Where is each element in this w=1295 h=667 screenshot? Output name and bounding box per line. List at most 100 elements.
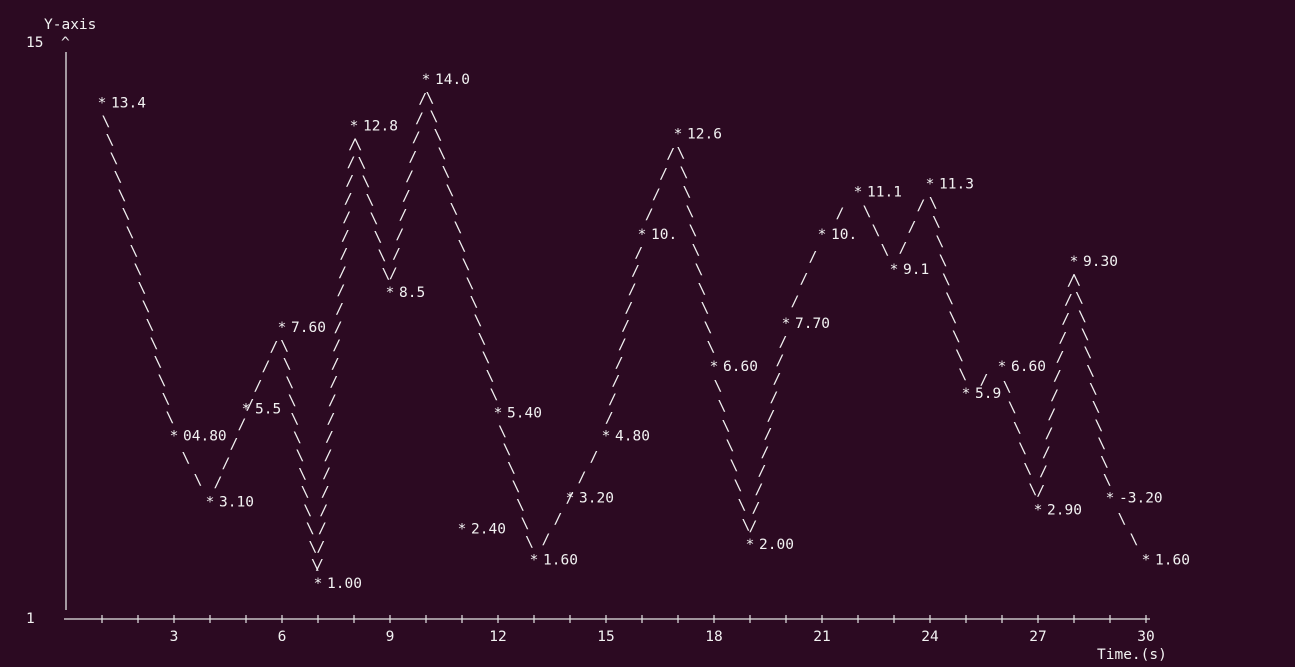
line-segment-char: / bbox=[836, 206, 845, 222]
y-axis-label: Y-axis bbox=[44, 17, 96, 33]
line-segment-char: / bbox=[1059, 331, 1068, 347]
line-segment-char: / bbox=[344, 192, 353, 208]
line-segment-char: \ bbox=[701, 301, 710, 317]
line-segment-char: / bbox=[764, 427, 773, 443]
line-segment-char: \ bbox=[434, 128, 443, 144]
line-segment-char: / bbox=[395, 227, 404, 243]
line-segment-char: \ bbox=[1075, 291, 1084, 307]
line-segment-char: / bbox=[328, 393, 337, 409]
line-segment-char: \ bbox=[516, 497, 525, 513]
line-segment-char: \ bbox=[695, 262, 704, 278]
line-segment-char: \ bbox=[698, 281, 707, 297]
line-segment-char: \ bbox=[102, 114, 111, 130]
line-segment-char: / bbox=[631, 264, 640, 280]
data-point: * bbox=[710, 359, 719, 375]
data-point: * bbox=[386, 285, 395, 301]
line-segment-char: \ bbox=[158, 373, 167, 389]
line-segment-char: / bbox=[1045, 426, 1054, 442]
line-segment-char: \ bbox=[742, 517, 751, 533]
line-segment-char: / bbox=[605, 410, 614, 426]
line-segment-char: \ bbox=[738, 498, 747, 514]
data-point: * bbox=[746, 537, 755, 553]
line-segment-char: \ bbox=[507, 461, 516, 477]
x-axis-ticks: 3 6 9 12 15 18 21 24 27 30 bbox=[101, 615, 1155, 645]
line-segment-char: \ bbox=[1003, 379, 1012, 395]
data-label: 11.3 bbox=[939, 177, 974, 193]
line-segment-char: / bbox=[222, 456, 231, 472]
line-segment-char: / bbox=[347, 155, 356, 171]
x-tick-label: 18 bbox=[705, 629, 722, 645]
line-segment-char: / bbox=[621, 319, 630, 335]
data-point: * bbox=[530, 553, 539, 569]
line-segment-char: \ bbox=[1086, 363, 1095, 379]
line-segment-char: / bbox=[324, 448, 333, 464]
line-segment-char: / bbox=[402, 188, 411, 204]
line-segment-char: \ bbox=[358, 156, 367, 172]
line-segment-char: \ bbox=[458, 239, 467, 255]
line-segment-char: \ bbox=[945, 291, 954, 307]
line-segment-char: \ bbox=[126, 225, 135, 241]
line-segment-char: \ bbox=[311, 558, 320, 574]
data-point: * bbox=[926, 177, 935, 193]
data-point: * bbox=[818, 227, 827, 243]
line-segment-char: \ bbox=[303, 503, 312, 519]
line-segment-char: \ bbox=[1013, 420, 1022, 436]
x-tick-label: 9 bbox=[386, 629, 395, 645]
line-segment-char: \ bbox=[166, 410, 175, 426]
data-point: * bbox=[422, 72, 431, 88]
line-segment-char: / bbox=[1039, 464, 1048, 480]
line-segment-char: \ bbox=[382, 267, 391, 283]
x-axis-label: Time.(s) bbox=[1097, 647, 1167, 663]
annotation-label: 3.20 bbox=[579, 491, 614, 507]
data-point: * bbox=[1142, 553, 1151, 569]
line-segment-char: \ bbox=[374, 230, 383, 246]
line-segment-char: \ bbox=[935, 234, 944, 250]
line-segment-char: / bbox=[767, 408, 776, 424]
data-point: * bbox=[206, 495, 215, 511]
line-segment-char: \ bbox=[689, 223, 698, 239]
x-tick-label: 30 bbox=[1137, 629, 1154, 645]
line-segment-char: \ bbox=[726, 438, 735, 454]
line-segment-char: / bbox=[319, 503, 328, 519]
line-segment-char: \ bbox=[122, 206, 131, 222]
line-segment-char: / bbox=[1042, 445, 1051, 461]
line-segment-char: / bbox=[246, 398, 255, 414]
line-segment-char: / bbox=[590, 449, 599, 465]
line-segment-char: / bbox=[773, 371, 782, 387]
line-segment-char: / bbox=[1053, 369, 1062, 385]
line-segment-char: \ bbox=[718, 399, 727, 415]
line-segment-char: / bbox=[325, 430, 334, 446]
line-segment-char: \ bbox=[426, 91, 435, 107]
data-label: 6.60 bbox=[723, 359, 758, 375]
data-point: * bbox=[98, 95, 107, 111]
line-segment-char: / bbox=[315, 558, 324, 574]
line-segment-char: \ bbox=[118, 188, 127, 204]
line-segment-char: \ bbox=[146, 318, 155, 334]
data-label: 10. bbox=[651, 227, 677, 243]
line-segment-char: / bbox=[608, 392, 617, 408]
line-segment-char: / bbox=[1064, 292, 1073, 308]
line-segment-char: \ bbox=[680, 165, 689, 181]
line-segment-char: \ bbox=[308, 539, 317, 555]
line-segment-char: \ bbox=[182, 451, 191, 467]
data-point: * bbox=[674, 126, 683, 142]
x-tick-label: 21 bbox=[813, 629, 830, 645]
line-segment-char: \ bbox=[1081, 327, 1090, 343]
line-segment-char: / bbox=[779, 335, 788, 351]
line-segment-char: \ bbox=[280, 338, 289, 354]
data-point: * bbox=[1106, 491, 1115, 507]
data-label: 7.70 bbox=[795, 316, 830, 332]
line-segment-char: / bbox=[230, 436, 239, 452]
data-point: * bbox=[1034, 502, 1043, 518]
data-point: * bbox=[1070, 254, 1079, 270]
annotation-label: 5.5 bbox=[255, 402, 281, 418]
line-segment-char: \ bbox=[446, 183, 455, 199]
line-segment-char: / bbox=[758, 464, 767, 480]
line-segment-char: / bbox=[1050, 388, 1059, 404]
x-tick-label: 27 bbox=[1029, 629, 1046, 645]
line-segment-char: \ bbox=[470, 294, 479, 310]
line-segment-char: \ bbox=[958, 367, 967, 383]
data-label: 3.10 bbox=[219, 495, 254, 511]
line-segment-char: / bbox=[645, 207, 654, 223]
